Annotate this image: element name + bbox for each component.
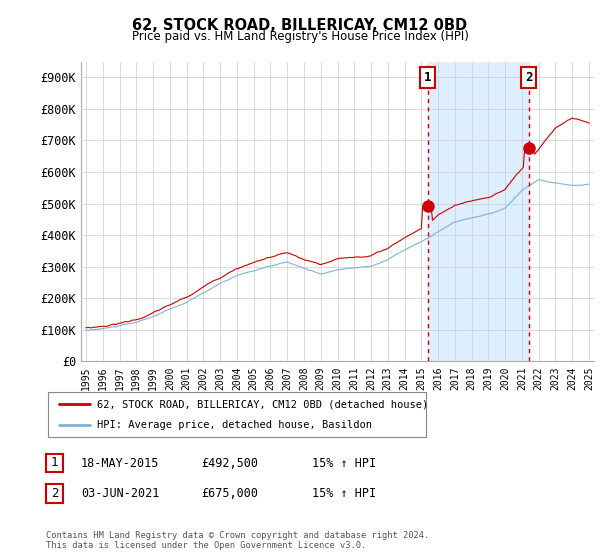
Bar <box>428 62 529 361</box>
Text: 62, STOCK ROAD, BILLERICAY, CM12 0BD (detached house): 62, STOCK ROAD, BILLERICAY, CM12 0BD (de… <box>97 399 428 409</box>
Text: 03-JUN-2021: 03-JUN-2021 <box>81 487 160 501</box>
Text: 62, STOCK ROAD, BILLERICAY, CM12 0BD: 62, STOCK ROAD, BILLERICAY, CM12 0BD <box>133 18 467 33</box>
Text: 15% ↑ HPI: 15% ↑ HPI <box>312 456 376 470</box>
Text: 1: 1 <box>424 71 431 84</box>
Text: HPI: Average price, detached house, Basildon: HPI: Average price, detached house, Basi… <box>97 419 372 430</box>
Text: Contains HM Land Registry data © Crown copyright and database right 2024.
This d: Contains HM Land Registry data © Crown c… <box>46 531 430 550</box>
Text: 15% ↑ HPI: 15% ↑ HPI <box>312 487 376 501</box>
Text: £492,500: £492,500 <box>201 456 258 470</box>
Text: 18-MAY-2015: 18-MAY-2015 <box>81 456 160 470</box>
Text: Price paid vs. HM Land Registry's House Price Index (HPI): Price paid vs. HM Land Registry's House … <box>131 30 469 43</box>
Text: 2: 2 <box>51 487 58 500</box>
Text: 2: 2 <box>525 71 533 84</box>
Text: £675,000: £675,000 <box>201 487 258 501</box>
Text: 1: 1 <box>51 456 58 469</box>
